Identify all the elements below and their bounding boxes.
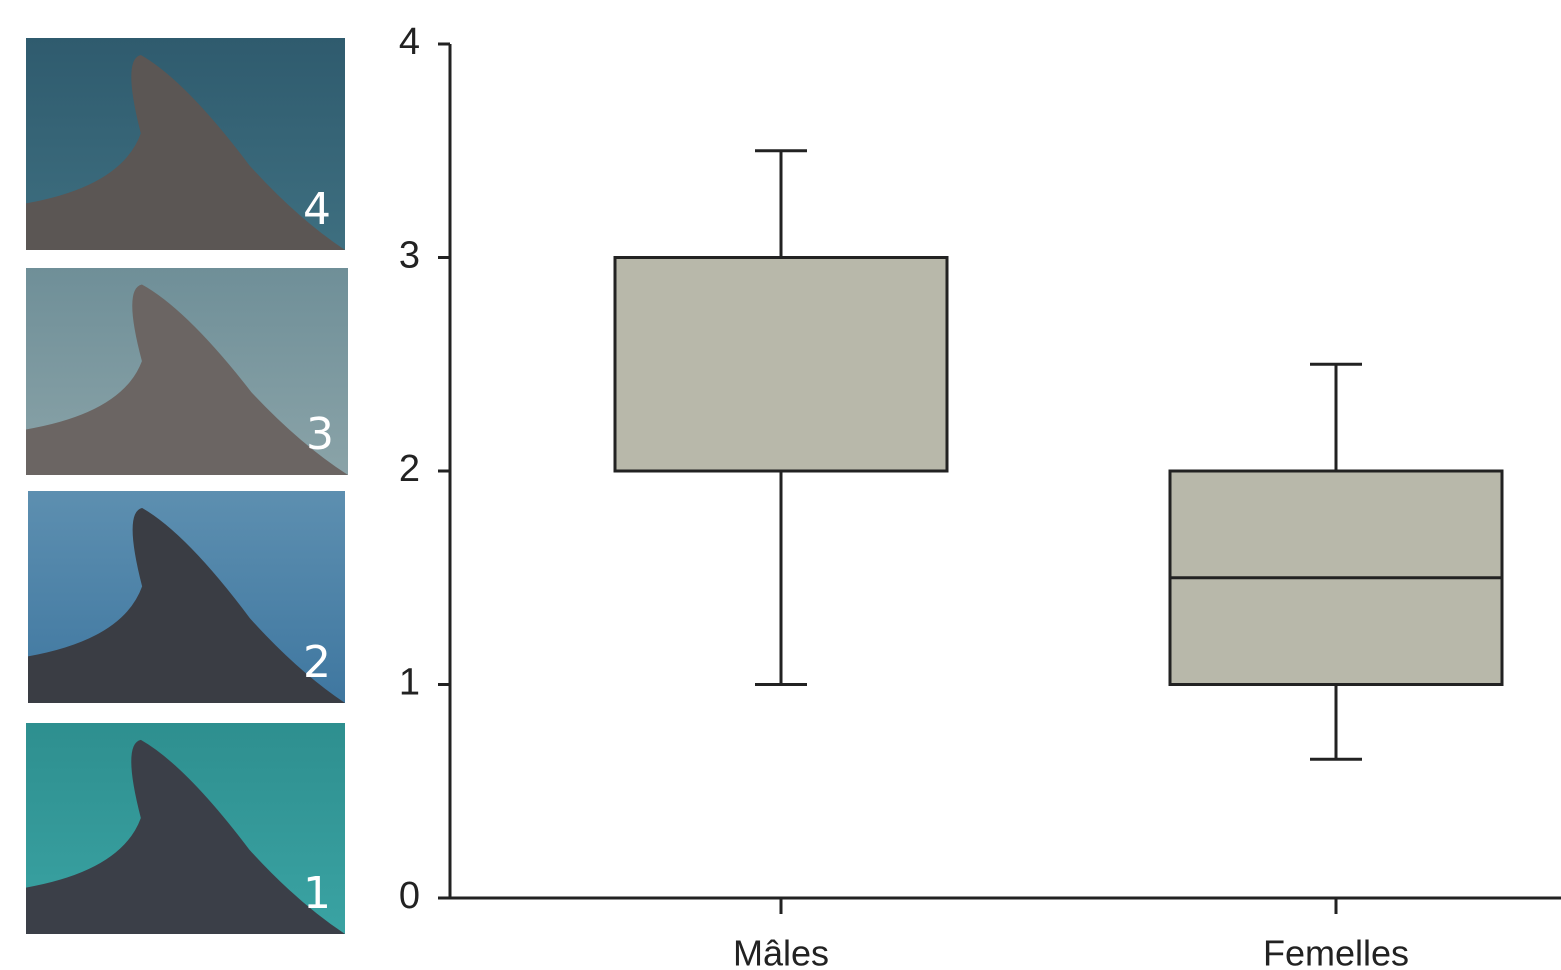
photo-label: 2 [303,637,331,688]
photo-column: 4 3 2 1 [26,38,348,934]
photo-label: 3 [306,409,334,460]
photo-label: 1 [303,868,331,919]
page: 4 3 2 1 0 1 2 3 4 Mâles Femelles [0,0,1561,970]
x-tick-label: Femelles [1263,933,1409,970]
y-tick-label: 0 [399,875,420,917]
box [615,258,947,472]
y-tick-label: 4 [399,21,420,63]
y-tick-label: 2 [399,448,420,490]
box-chart: 0 1 2 3 4 Mâles Femelles [399,21,1561,970]
x-tick-label: Mâles [733,933,829,970]
y-tick-label: 1 [399,662,420,704]
photo-label: 4 [303,184,331,235]
y-tick-label: 3 [399,235,420,277]
